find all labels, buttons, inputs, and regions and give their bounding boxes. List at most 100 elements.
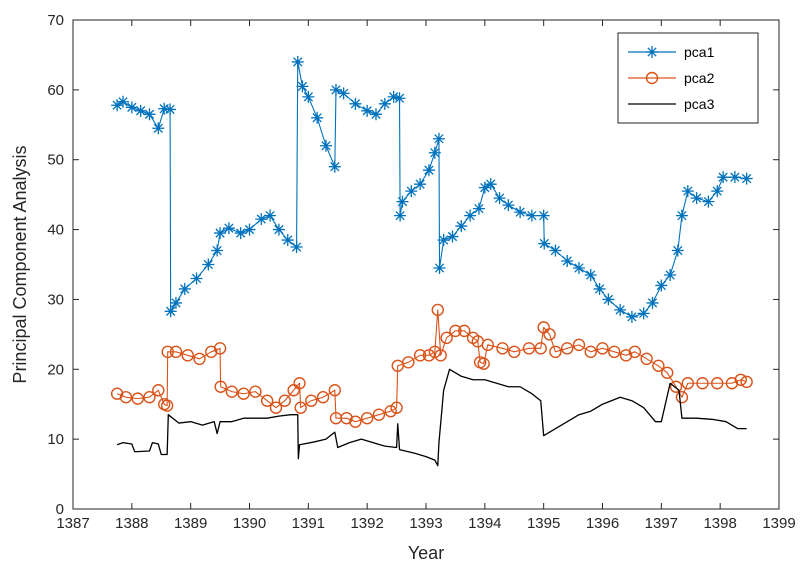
pca1-point xyxy=(572,261,585,274)
pca1-point xyxy=(264,209,277,222)
series-pca2 xyxy=(110,303,753,428)
pca2-point xyxy=(543,328,556,341)
legend: pca1 pca2 pca3 xyxy=(617,32,759,124)
pca2-point xyxy=(477,357,490,370)
pca1-point xyxy=(319,139,332,152)
pca2-point xyxy=(260,394,274,407)
pca1-point xyxy=(690,192,703,205)
pca2-point xyxy=(213,342,227,355)
pca3-line xyxy=(116,368,747,467)
pca1-point xyxy=(711,185,724,198)
pca2-point xyxy=(316,391,330,404)
series-pca1 xyxy=(111,55,753,323)
pca1-point xyxy=(302,90,315,103)
pca1-point xyxy=(625,310,638,323)
pca2-point xyxy=(143,391,156,404)
pca2-point xyxy=(249,385,262,398)
pca2-point xyxy=(328,384,342,397)
x-tick-label: 1393 xyxy=(409,515,442,532)
pca2-point xyxy=(434,349,447,362)
x-tick-label: 1390 xyxy=(233,515,266,532)
pca1-point xyxy=(394,209,407,222)
pca2-point xyxy=(522,342,536,355)
pca1-point xyxy=(387,90,400,103)
pca1-point xyxy=(464,209,477,222)
y-tick-label: 10 xyxy=(47,431,64,448)
legend-label: pca3 xyxy=(684,96,715,112)
pca1-point xyxy=(549,244,562,257)
x-tick-label: 1395 xyxy=(527,515,560,532)
y-tick-label: 50 xyxy=(47,152,64,169)
pca1-point xyxy=(584,268,597,281)
legend-label: pca1 xyxy=(684,44,715,60)
pca1-point xyxy=(311,111,324,124)
pca2-point xyxy=(278,394,291,407)
pca1-point xyxy=(437,234,450,247)
pca2-point xyxy=(458,324,471,338)
x-tick-label: 1387 xyxy=(56,515,89,532)
pca1-point xyxy=(222,222,235,235)
pca1-point xyxy=(702,195,715,208)
pca2-point xyxy=(508,345,521,359)
pca1-point xyxy=(117,95,130,108)
axes: 1387 1388 1389 1390 1391 1392 1393 1394 1395 1396… xyxy=(47,12,795,532)
pca1-point xyxy=(538,237,551,250)
y-tick-label: 30 xyxy=(47,291,64,308)
pca1-point xyxy=(202,258,215,271)
y-tick-label: 70 xyxy=(47,12,64,29)
pca1-point xyxy=(717,171,730,184)
pca1-point xyxy=(514,206,527,219)
pca1-point xyxy=(152,122,165,135)
pca2-point xyxy=(534,342,547,355)
pca1-point xyxy=(593,282,606,295)
pca1-point xyxy=(164,103,177,116)
legend-marker xyxy=(646,46,658,58)
pca1-point xyxy=(405,185,418,198)
x-tick-label: 1394 xyxy=(468,515,501,532)
pca1-point xyxy=(291,55,304,68)
pca1-point xyxy=(432,132,445,145)
pca2-point xyxy=(360,411,374,425)
legend-item-pca3: pca3 xyxy=(628,96,715,112)
pca2-point xyxy=(119,391,133,404)
pca2-point xyxy=(431,303,444,317)
pca2-point xyxy=(596,342,609,355)
pca1-point xyxy=(655,279,668,292)
pca1-point xyxy=(484,178,497,191)
pca1-point xyxy=(349,97,362,110)
pca2-point xyxy=(496,342,509,355)
pca1-point xyxy=(378,97,391,110)
pca2-point xyxy=(181,349,194,362)
y-tick-label: 0 xyxy=(56,501,64,518)
pca1-point xyxy=(178,282,191,295)
pca2-point xyxy=(225,385,239,398)
pca1-point xyxy=(681,185,694,198)
pca1-point xyxy=(433,261,446,274)
pca1-point xyxy=(502,199,515,212)
y-tick-label: 60 xyxy=(47,82,64,99)
pca1-point xyxy=(675,209,688,222)
pca1-point xyxy=(493,192,506,205)
pca2-point xyxy=(440,331,453,345)
pca2-point xyxy=(661,366,674,379)
pca2-point xyxy=(481,338,494,352)
x-axis-label: Year xyxy=(408,543,444,563)
pca2-point xyxy=(384,405,397,418)
pca1-point xyxy=(290,241,303,254)
pca1-point xyxy=(740,172,753,185)
pca2-point xyxy=(152,384,165,397)
pca1-point xyxy=(255,213,268,226)
x-tick-label: 1389 xyxy=(174,515,207,532)
pca2-point xyxy=(628,345,642,359)
pca1-point xyxy=(396,195,409,208)
legend-item-pca2: pca2 xyxy=(628,70,715,86)
pca2-point xyxy=(294,401,307,414)
x-tick-label: 1399 xyxy=(762,515,795,532)
pca1-point xyxy=(361,104,374,117)
pca1-point xyxy=(537,209,550,222)
pca1-point xyxy=(211,244,224,257)
pca1-point xyxy=(272,223,285,236)
pca1-point xyxy=(234,227,247,240)
pca1-point xyxy=(158,102,171,115)
pca1-point xyxy=(646,296,659,309)
